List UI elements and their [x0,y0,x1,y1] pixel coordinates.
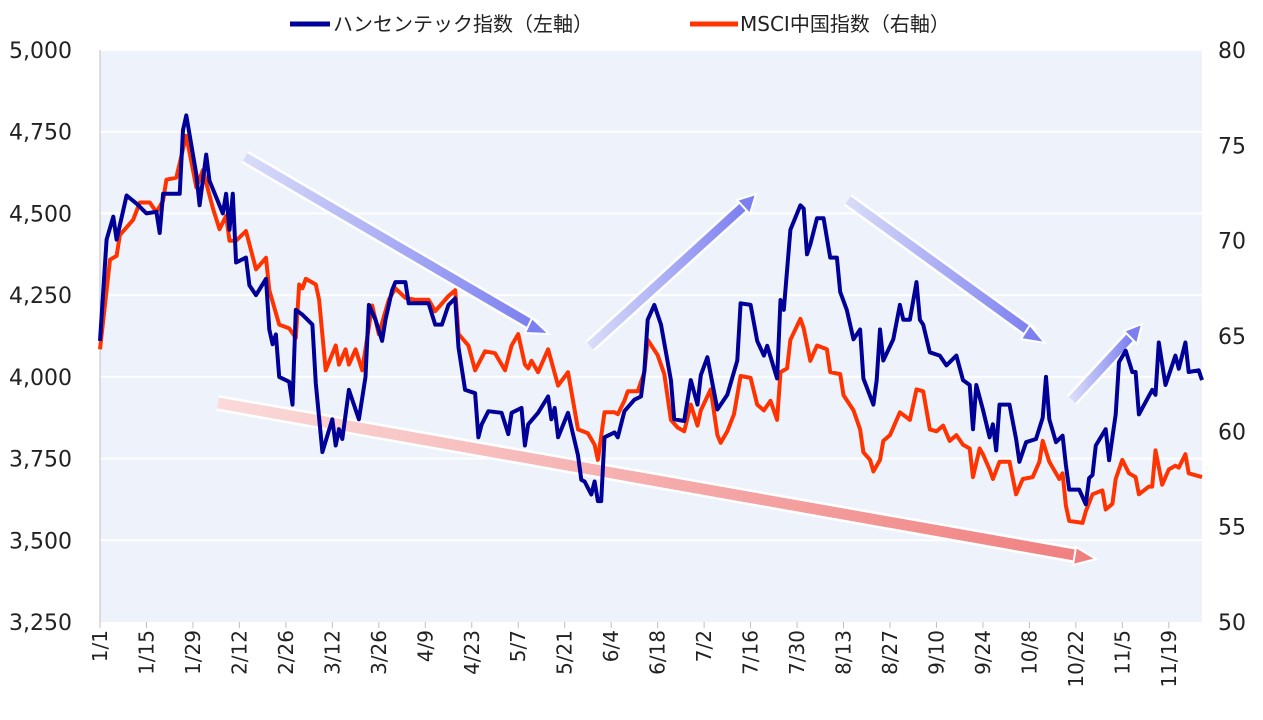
y-right-tick-label: 50 [1218,611,1246,636]
y-left-tick-label: 4,000 [9,366,72,391]
right-y-axis: 50 55 60 65 70 75 80 [1218,39,1246,636]
gridlines [100,49,1202,542]
x-tick-label: 9/24 [971,630,995,675]
x-tick-label: 4/9 [413,630,437,662]
y-right-tick-label: 65 [1218,325,1246,350]
x-tick-label: 3/12 [320,630,344,675]
x-tick-label: 5/21 [553,630,577,675]
y-left-tick-label: 3,250 [9,611,72,636]
trend-arrow-up-blue-1 [585,192,758,352]
series-line-hang-seng-tech [98,113,1204,507]
trend-arrow-up-blue-2 [1066,322,1144,405]
x-tick-label: 7/30 [785,630,809,675]
x-tick-label: 8/27 [878,630,902,675]
y-left-tick-label: 4,750 [9,121,72,146]
x-tick-label: 8/13 [832,630,856,675]
y-right-tick-label: 55 [1218,516,1246,541]
x-tick-label: 7/16 [739,630,763,675]
trend-arrow-down-blue-2 [843,194,1048,345]
x-tick-label: 11/5 [1110,630,1134,675]
y-left-tick-label: 5,000 [9,39,72,64]
x-tick-label: 7/2 [692,630,716,662]
legend-label: ハンセンテック指数（左軸） [333,12,593,36]
plot-area [100,50,1202,622]
left-y-axis: 3,250 3,500 3,750 4,000 4,250 4,500 4,750 5,000 [9,39,72,636]
y-right-tick-label: 80 [1218,39,1246,64]
x-tick-label: 5/7 [506,630,530,662]
legend: ハンセンテック指数（左軸） MSCI中国指数（右軸） [290,12,950,36]
x-tick-label: 6/18 [646,630,670,675]
trend-arrow-down-red [216,395,1099,567]
x-tick-label: 11/19 [1157,630,1181,688]
y-left-tick-label: 4,500 [9,202,72,227]
y-left-tick-label: 3,750 [9,448,72,473]
y-right-tick-label: 75 [1218,134,1246,159]
x-tick-label: 1/29 [181,630,205,675]
x-tick-label: 1/1 [88,630,112,662]
legend-label: MSCI中国指数（右軸） [740,12,950,36]
x-tick-label: 10/8 [1017,630,1041,675]
x-tick-label: 9/10 [924,630,948,675]
trend-arrows [216,150,1144,567]
x-tick-label: 10/22 [1064,630,1088,688]
x-tick-label: 4/23 [460,630,484,675]
y-right-tick-label: 60 [1218,420,1246,445]
x-tick-label: 2/26 [274,630,298,675]
x-tick-label: 3/26 [367,630,391,675]
x-axis: 1/1 1/15 1/29 2/12 2/26 3/12 3/26 4/9 4/23 5/7 5/2… [88,622,1181,688]
series-lines [98,113,1204,525]
y-left-tick-label: 3,500 [9,529,72,554]
legend-item-msci-china: MSCI中国指数（右軸） [690,12,950,36]
x-tick-label: 6/4 [599,630,623,662]
trend-arrow-down-blue-1 [241,150,552,336]
y-right-tick-label: 70 [1218,230,1246,255]
x-tick-label: 1/15 [134,630,158,675]
x-tick-label: 2/12 [227,630,251,675]
y-left-tick-label: 4,250 [9,284,72,309]
legend-item-hang-seng-tech: ハンセンテック指数（左軸） [290,12,593,36]
